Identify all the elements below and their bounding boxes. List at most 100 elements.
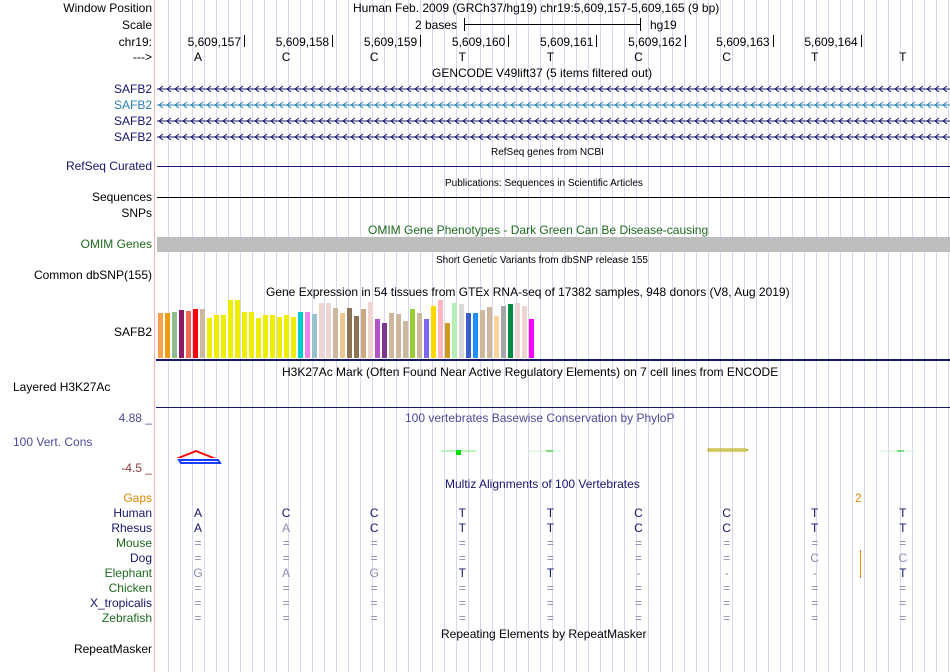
gtex-tissue-bar[interactable] — [522, 305, 527, 358]
gtex-tissue-bar[interactable] — [389, 313, 394, 358]
gtex-title[interactable]: Gene Expression in 54 tissues from GTEx … — [266, 285, 790, 299]
gtex-tissue-bar[interactable] — [438, 300, 443, 358]
phylop-label[interactable]: 100 Vert. Cons — [13, 435, 93, 449]
gtex-tissue-bar[interactable] — [410, 309, 415, 358]
gaps-label[interactable]: Gaps — [123, 491, 152, 505]
alignment-base: = — [282, 596, 290, 610]
gtex-tissue-bar[interactable] — [501, 306, 506, 358]
gtex-tissue-bar[interactable] — [375, 319, 380, 358]
gtex-tissue-bar[interactable] — [382, 323, 387, 358]
gtex-tissue-bar[interactable] — [193, 308, 198, 358]
gtex-tissue-bar[interactable] — [354, 316, 359, 358]
gtex-tissue-bar[interactable] — [529, 318, 534, 358]
dbsnp-label[interactable]: Common dbSNP(155) — [33, 268, 152, 282]
omim-gene-bar[interactable] — [157, 237, 950, 252]
gtex-tissue-bar[interactable] — [186, 311, 191, 358]
snps-label[interactable]: SNPs — [121, 206, 152, 220]
species-label[interactable]: Zebrafish — [101, 611, 152, 625]
publications-line[interactable] — [157, 197, 950, 198]
gtex-tissue-bar[interactable] — [340, 312, 345, 358]
dbsnp-title[interactable]: Short Genetic Variants from dbSNP releas… — [436, 255, 648, 266]
species-label[interactable]: Chicken — [108, 581, 152, 595]
repeatmasker-title[interactable]: Repeating Elements by RepeatMasker — [441, 627, 647, 641]
phylop-plot[interactable] — [156, 440, 950, 470]
gtex-tissue-bar[interactable] — [158, 312, 163, 358]
gtex-label[interactable]: SAFB2 — [113, 325, 152, 339]
gtex-tissue-bar[interactable] — [284, 315, 289, 358]
gtex-tissue-bar[interactable] — [214, 315, 219, 358]
gtex-tissue-bar[interactable] — [403, 320, 408, 358]
gtex-bar-chart[interactable] — [157, 300, 537, 358]
species-label[interactable]: Mouse — [115, 536, 152, 550]
gencode-title[interactable]: GENCODE V49lift37 (5 items filtered out) — [432, 66, 653, 80]
gtex-tissue-bar[interactable] — [515, 302, 520, 358]
gtex-tissue-bar[interactable] — [179, 309, 184, 358]
gtex-tissue-bar[interactable] — [361, 309, 366, 358]
gtex-tissue-bar[interactable] — [207, 317, 212, 358]
gtex-tissue-bar[interactable] — [347, 308, 352, 358]
gencode-item-label[interactable]: SAFB2 — [113, 98, 152, 112]
gtex-tissue-bar[interactable] — [172, 311, 177, 358]
gtex-tissue-bar[interactable] — [487, 306, 492, 358]
phylop-title[interactable]: 100 vertebrates Basewise Conservation by… — [405, 411, 675, 425]
refseq-label[interactable]: RefSeq Curated — [65, 159, 152, 173]
repeatmasker-label[interactable]: RepeatMasker — [73, 642, 152, 656]
species-label[interactable]: Human — [113, 506, 152, 520]
species-label[interactable]: Elephant — [104, 566, 152, 580]
species-label[interactable]: X_tropicalis — [89, 596, 152, 610]
gtex-tissue-bar[interactable] — [242, 311, 247, 358]
grid-line — [804, 0, 805, 672]
refseq-title[interactable]: RefSeq genes from NCBI — [491, 147, 604, 158]
gtex-tissue-bar[interactable] — [480, 310, 485, 358]
gtex-tissue-bar[interactable] — [431, 305, 436, 358]
gtex-tissue-bar[interactable] — [312, 313, 317, 358]
gtex-tissue-bar[interactable] — [459, 304, 464, 358]
omim-title[interactable]: OMIM Gene Phenotypes - Dark Green Can Be… — [368, 223, 709, 237]
gencode-item-label[interactable]: SAFB2 — [113, 130, 152, 144]
gtex-tissue-bar[interactable] — [165, 312, 170, 358]
gencode-item-label[interactable]: SAFB2 — [113, 82, 152, 96]
strand-arrow — [910, 85, 916, 93]
strand-arrow — [774, 133, 780, 141]
gtex-tissue-bar[interactable] — [277, 316, 282, 358]
gtex-tissue-bar[interactable] — [270, 314, 275, 358]
gtex-tissue-bar[interactable] — [508, 304, 513, 358]
sequences-label[interactable]: Sequences — [91, 190, 152, 204]
h3k27ac-label[interactable]: Layered H3K27Ac — [13, 380, 111, 394]
gtex-tissue-bar[interactable] — [305, 311, 310, 358]
gtex-tissue-bar[interactable] — [424, 319, 429, 358]
gtex-tissue-bar[interactable] — [298, 311, 303, 358]
gtex-tissue-bar[interactable] — [368, 301, 373, 358]
gtex-tissue-bar[interactable] — [221, 315, 226, 358]
species-label[interactable]: Dog — [129, 551, 152, 565]
h3k27ac-title[interactable]: H3K27Ac Mark (Often Found Near Active Re… — [282, 365, 779, 379]
gencode-gene-line[interactable] — [157, 130, 950, 144]
gencode-gene-line[interactable] — [157, 82, 950, 96]
gtex-tissue-bar[interactable] — [396, 313, 401, 358]
gtex-tissue-bar[interactable] — [494, 316, 499, 358]
gtex-tissue-bar[interactable] — [235, 300, 240, 358]
species-label[interactable]: Rhesus — [111, 521, 152, 535]
gtex-tissue-bar[interactable] — [417, 313, 422, 358]
multiz-title[interactable]: Multiz Alignments of 100 Vertebrates — [445, 477, 640, 491]
gtex-tissue-bar[interactable] — [445, 323, 450, 358]
strand-arrow — [486, 117, 492, 125]
gtex-tissue-bar[interactable] — [200, 308, 205, 358]
gtex-tissue-bar[interactable] — [249, 311, 254, 358]
gtex-tissue-bar[interactable] — [326, 302, 331, 358]
gtex-tissue-bar[interactable] — [319, 302, 324, 358]
gtex-tissue-bar[interactable] — [333, 308, 338, 358]
gtex-tissue-bar[interactable] — [256, 317, 261, 358]
gencode-gene-line[interactable] — [157, 114, 950, 128]
gtex-tissue-bar[interactable] — [291, 316, 296, 358]
gtex-tissue-bar[interactable] — [228, 300, 233, 358]
gtex-tissue-bar[interactable] — [452, 302, 457, 358]
gencode-item-label[interactable]: SAFB2 — [113, 114, 152, 128]
publications-title[interactable]: Publications: Sequences in Scientific Ar… — [445, 178, 643, 189]
gtex-tissue-bar[interactable] — [473, 313, 478, 358]
omim-label[interactable]: OMIM Genes — [80, 237, 152, 251]
gencode-gene-line[interactable] — [157, 98, 950, 112]
refseq-gene-line[interactable] — [157, 166, 950, 167]
gtex-tissue-bar[interactable] — [263, 314, 268, 358]
gtex-tissue-bar[interactable] — [466, 313, 471, 358]
